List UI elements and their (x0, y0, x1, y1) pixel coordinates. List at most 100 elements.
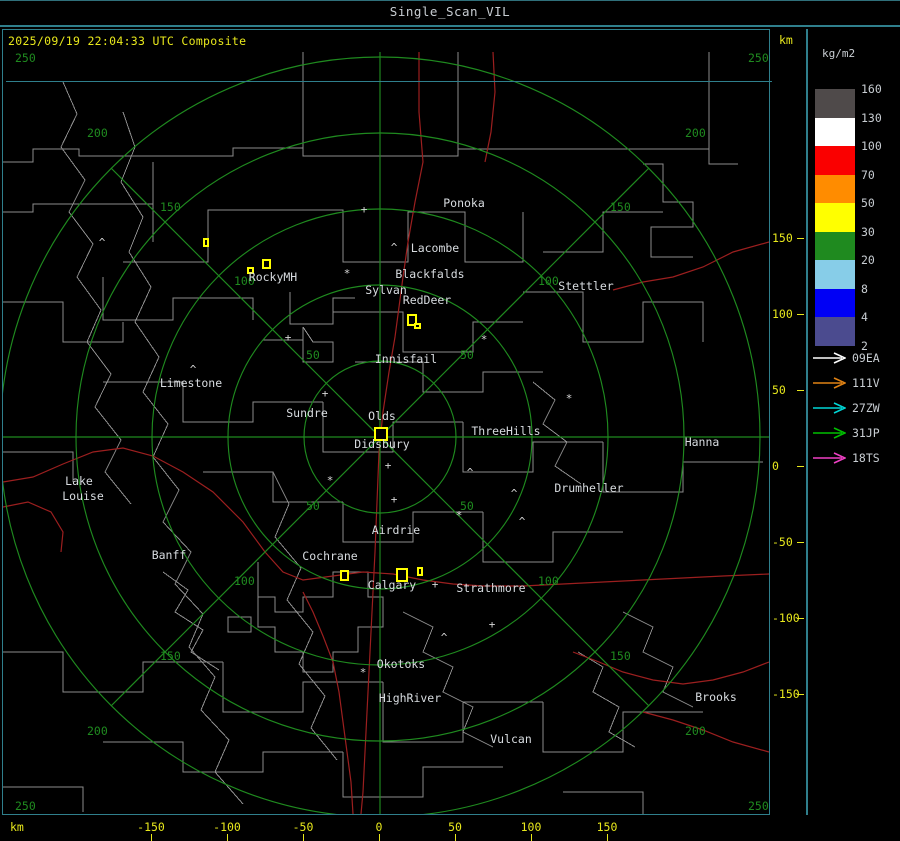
ring-label: 150 (160, 649, 181, 663)
x-axis-unit-label: km (10, 820, 24, 834)
site-marker: + (322, 387, 329, 400)
colorbar-tick-label: 30 (861, 224, 875, 239)
site-marker: + (391, 493, 398, 506)
y-tick-label: 50 (772, 383, 786, 397)
city-label: Drumheller (554, 481, 623, 495)
arrow-legend-row[interactable]: 111V (812, 372, 900, 397)
x-tick-label: -100 (213, 820, 241, 834)
x-tick-mark (455, 834, 456, 841)
city-label: RockyMH (249, 270, 298, 284)
x-tick-label: 50 (448, 820, 462, 834)
site-marker: * (566, 392, 573, 405)
y-tick-label: 0 (772, 459, 779, 473)
colorbar-tick-label: 4 (861, 310, 868, 325)
ring-label: 200 (685, 724, 706, 738)
y-axis: km 150 100 50 0 -50 -100 -150 (770, 29, 806, 815)
ring-label: 100 (234, 574, 255, 588)
ring-label: 250 (748, 52, 769, 65)
site-marker: ^ (441, 631, 448, 644)
colorbar-tick-label: 130 (861, 110, 882, 125)
colorbar-band[interactable] (815, 89, 855, 118)
city-label: Okotoks (377, 657, 425, 671)
colorbar-band[interactable] (815, 288, 855, 318)
ring-label: 250 (15, 52, 36, 65)
arrow-legend-label: 18TS (852, 451, 880, 465)
colorbar-band[interactable] (815, 203, 855, 232)
echo-cell-hole (409, 316, 415, 324)
city-label: Lacombe (411, 241, 460, 255)
ring-label: 50 (460, 348, 474, 362)
storm-motion-arrow-icon (813, 452, 846, 464)
city-label: HighRiver (379, 691, 441, 705)
x-tick-mark (531, 834, 532, 841)
city-label: Blackfalds (395, 267, 464, 281)
colorbar-band[interactable] (815, 260, 855, 289)
city-label: Sylvan (365, 283, 407, 297)
colorbar[interactable]: 160 130 100 70 50 30 20 8 4 2 (815, 82, 882, 353)
site-marker: + (432, 578, 439, 591)
site-markers: ^ + * ^ + * ^ + * ^ + * ^ + * ^ + * ^ + (99, 203, 573, 679)
y-tick-mark (797, 390, 804, 391)
y-tick-mark (797, 314, 804, 315)
city-label: Didsbury (354, 437, 409, 451)
site-marker: + (361, 203, 368, 216)
arrow-legend-row[interactable]: 09EA (812, 347, 900, 372)
city-label: Ponoka (443, 196, 485, 210)
city-label: Sundre (286, 406, 328, 420)
site-marker: * (481, 333, 488, 346)
echo-cell-hole (249, 269, 252, 272)
ring-label: 100 (538, 574, 559, 588)
city-label: Banff (152, 548, 187, 562)
y-tick-label: -150 (772, 687, 800, 701)
colorbar-band[interactable] (815, 231, 855, 261)
x-tick-mark (151, 834, 152, 841)
echo-cell-hole (342, 572, 347, 579)
city-label: ThreeHills (471, 424, 540, 438)
legend-divider (806, 29, 808, 815)
x-tick-label: 100 (520, 820, 542, 834)
echo-cell-hole (416, 325, 419, 327)
title-rule-top (0, 0, 900, 1)
arrow-legend-row[interactable]: 27ZW (812, 397, 900, 422)
x-tick-mark (227, 834, 228, 841)
highway-lines-red (3, 52, 769, 814)
echo-cell-hole (376, 429, 386, 439)
x-tick-mark (607, 834, 608, 841)
y-axis-unit-label: km (779, 33, 793, 47)
city-label: Airdrie (372, 523, 421, 537)
site-marker: * (456, 509, 463, 522)
ring-label: 50 (460, 499, 474, 513)
map-canvas[interactable]: ^ + * ^ + * ^ + * ^ + * ^ + * ^ + * ^ + 250 250 250 250 200 200 2… (3, 52, 769, 814)
y-tick-label: 150 (772, 231, 793, 245)
colorbar-band[interactable] (815, 174, 855, 204)
echo-cell-hole (419, 569, 421, 574)
x-tick-label: 150 (596, 820, 618, 834)
ring-label: 100 (234, 274, 255, 288)
x-tick-label: -150 (137, 820, 165, 834)
colorbar-band[interactable] (815, 117, 855, 147)
storm-motion-arrow-icon (813, 377, 846, 389)
site-marker: * (344, 267, 351, 280)
radar-echo-cells (203, 238, 423, 582)
y-tick-mark (797, 238, 804, 239)
site-marker: + (285, 331, 292, 344)
colorbar-band[interactable] (815, 146, 855, 175)
x-tick-label: -50 (292, 820, 314, 834)
city-label: Calgary (368, 578, 417, 592)
city-label: Vulcan (490, 732, 532, 746)
city-label: Innisfail (375, 352, 437, 366)
arrow-legend-row[interactable]: 18TS (812, 447, 900, 472)
city-label: Strathmore (456, 581, 525, 595)
storm-motion-arrow-icon (813, 352, 846, 364)
site-marker: ^ (511, 487, 518, 500)
ring-labels: 250 250 250 250 200 200 200 200 150 150 150 150 100 1… (15, 52, 769, 813)
boundary-lines-grey (3, 52, 763, 814)
ring-label: 250 (748, 799, 769, 813)
site-marker: ^ (467, 466, 474, 479)
arrow-legend-row[interactable]: 31JP (812, 422, 900, 447)
colorbar-band[interactable] (815, 317, 855, 346)
site-marker: ^ (99, 236, 106, 249)
title-rule-bottom (0, 25, 900, 27)
colorbar-tick-label: 8 (861, 281, 868, 296)
